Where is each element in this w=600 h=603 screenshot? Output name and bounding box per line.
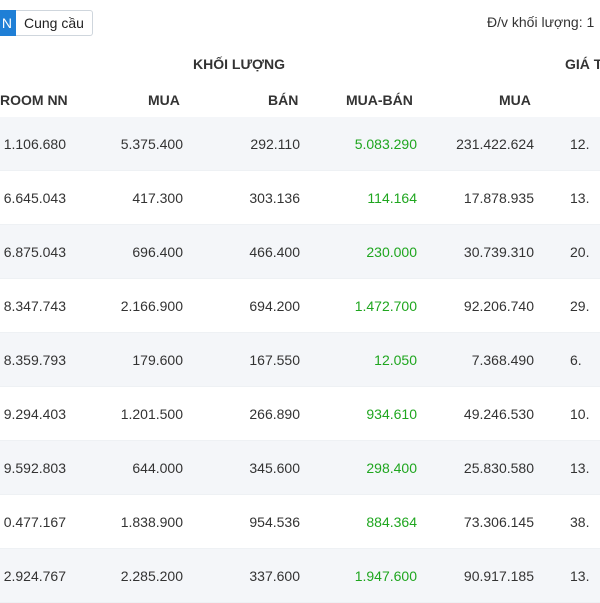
cell-mua: 1.201.500 [120,406,183,422]
cell-ban: 466.400 [249,244,300,260]
cell-gt-ban: 13. [570,568,590,584]
cell-gt-mua: 30.739.310 [463,244,534,260]
tab-cung-cau[interactable]: Cung cầu [16,10,93,36]
cell-ban: 266.890 [249,406,300,422]
cell-room-nn: 6.875.043 [3,244,66,260]
cell-gt-mua: 17.878.935 [463,190,534,206]
cell-mua: 5.375.400 [120,136,183,152]
tab-active[interactable]: N [0,10,16,36]
cell-mua-ban: 934.610 [366,406,417,422]
table-row[interactable]: 1.106.680 5.375.400 292.110 5.083.290 231.42… [0,117,600,171]
cell-gt-mua: 7.368.490 [471,352,534,368]
cell-mua-ban: 298.400 [366,460,417,476]
cell-mua: 2.166.900 [120,298,183,314]
cell-mua-ban: 1.472.700 [354,298,417,314]
cell-ban: 292.110 [250,136,300,152]
table-row[interactable]: 8.347.743 2.166.900 694.200 1.472.700 92.206… [0,279,600,333]
cell-gt-ban: 20. [570,244,590,260]
cell-gt-ban: 6. [570,352,582,368]
table-row[interactable]: 8.359.793 179.600 167.550 12.050 7.368.490 6. [0,333,600,387]
unit-label: Đ/v khối lượng: 1 [487,14,595,30]
cell-gt-mua: 231.422.624 [456,136,534,152]
table-row[interactable]: 9.592.803 644.000 345.600 298.400 25.830.580… [0,441,600,495]
cell-room-nn: 0.477.167 [3,514,66,530]
cell-gt-mua: 25.830.580 [463,460,534,476]
cell-gt-ban: 38. [570,514,590,530]
table-row[interactable]: 0.477.167 1.838.900 954.536 884.364 73.306.1… [0,495,600,549]
cell-room-nn: 6.645.043 [3,190,66,206]
table-row[interactable]: 9.294.403 1.201.500 266.890 934.610 49.246.5… [0,387,600,441]
toolbar: N Cung cầu Đ/v khối lượng: 1 [0,0,600,40]
cell-mua-ban: 114.164 [367,190,417,206]
cell-mua-ban: 5.083.290 [354,136,417,152]
cell-ban: 345.600 [249,460,300,476]
group-header-value: GIÁ T [565,56,600,72]
cell-mua: 2.285.200 [120,568,183,584]
cell-mua: 644.000 [132,460,183,476]
table-row[interactable]: 2.924.767 2.285.200 337.600 1.947.600 90.917… [0,549,600,603]
cell-ban: 694.200 [249,298,300,314]
col-header-gt-mua[interactable]: MUA [499,92,531,108]
cell-room-nn: 9.592.803 [3,460,66,476]
cell-mua-ban: 884.364 [366,514,417,530]
col-header-mua[interactable]: MUA [148,92,180,108]
cell-room-nn: 8.359.793 [3,352,66,368]
cell-ban: 337.600 [249,568,300,584]
cell-ban: 303.136 [249,190,300,206]
cell-room-nn: 8.347.743 [3,298,66,314]
cell-gt-ban: 13. [570,460,590,476]
cell-gt-mua: 49.246.530 [463,406,534,422]
cell-mua-ban: 230.000 [366,244,417,260]
col-header-ban[interactable]: BÁN [268,92,299,108]
cell-mua: 696.400 [132,244,183,260]
cell-room-nn: 9.294.403 [3,406,66,422]
cell-gt-mua: 90.917.185 [463,568,534,584]
cell-gt-mua: 92.206.740 [463,298,534,314]
cell-mua: 417.300 [132,190,183,206]
cell-mua: 179.600 [132,352,183,368]
cell-room-nn: 2.924.767 [3,568,66,584]
table-row[interactable]: 6.645.043 417.300 303.136 114.164 17.878.935… [0,171,600,225]
cell-gt-ban: 12. [570,136,590,152]
col-header-room[interactable]: ROOM NN [0,92,68,108]
cell-gt-ban: 13. [570,190,590,206]
cell-ban: 167.550 [249,352,300,368]
cell-gt-ban: 10. [570,406,590,422]
table-row[interactable]: 6.875.043 696.400 466.400 230.000 30.739.310… [0,225,600,279]
cell-room-nn: 1.106.680 [3,136,66,152]
cell-ban: 954.536 [249,514,300,530]
group-header-volume: KHỐI LƯỢNG [193,56,285,72]
cell-mua-ban: 1.947.600 [354,568,417,584]
cell-mua-ban: 12.050 [374,352,417,368]
cell-mua: 1.838.900 [120,514,183,530]
col-header-mua-ban[interactable]: MUA-BÁN [346,92,413,108]
cell-gt-mua: 73.306.145 [463,514,534,530]
cell-gt-ban: 29. [570,298,590,314]
data-table: 1.106.680 5.375.400 292.110 5.083.290 231.42… [0,117,600,603]
